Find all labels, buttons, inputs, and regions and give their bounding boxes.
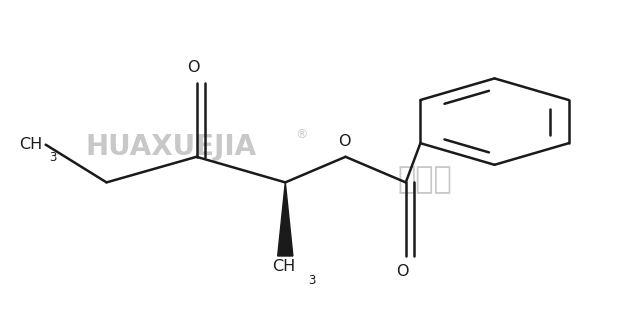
- Text: 3: 3: [49, 151, 56, 164]
- Text: O: O: [338, 134, 351, 149]
- Text: ®: ®: [295, 128, 307, 141]
- Text: HUAXUEJIA: HUAXUEJIA: [86, 133, 257, 161]
- Text: O: O: [396, 264, 409, 279]
- Text: CH: CH: [273, 259, 295, 274]
- Text: CH: CH: [19, 137, 42, 152]
- Text: 3: 3: [308, 274, 316, 287]
- Polygon shape: [278, 182, 293, 256]
- Text: O: O: [187, 60, 200, 75]
- Text: 化学加: 化学加: [398, 165, 452, 194]
